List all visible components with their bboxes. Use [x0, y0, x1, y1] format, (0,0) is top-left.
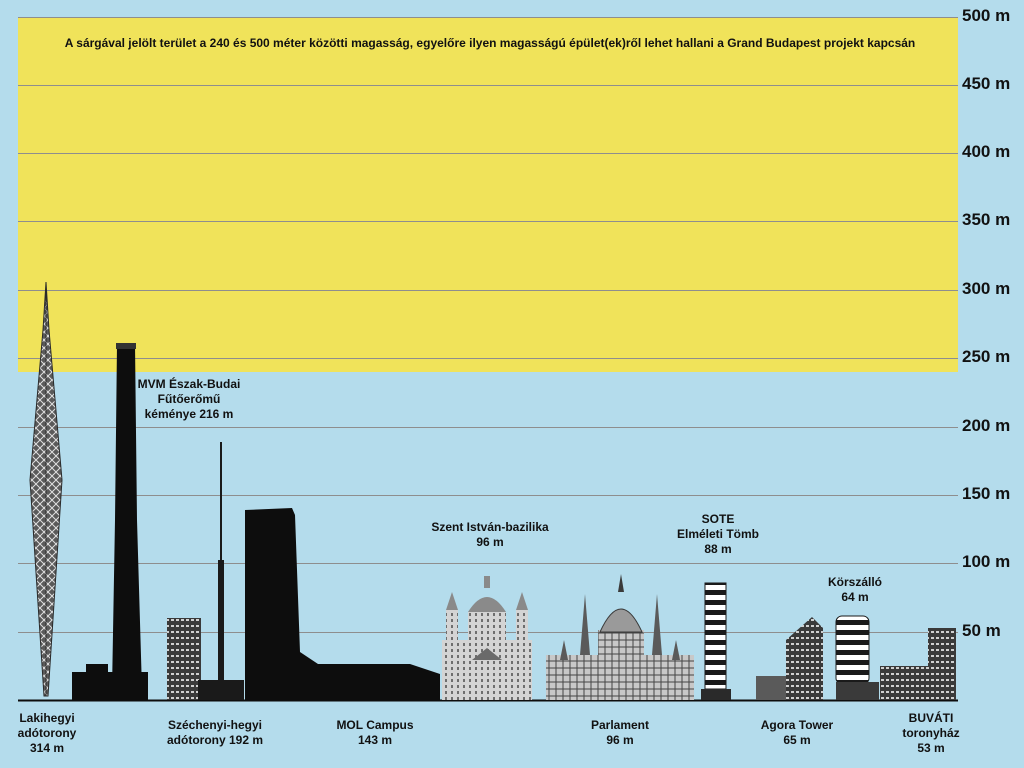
label-line: toronyház [902, 726, 960, 740]
label-basilica: Szent István-bazilika 96 m [425, 520, 555, 550]
label-line: Parlament [590, 718, 650, 732]
label-parliament: Parlament 96 m [575, 718, 665, 748]
label-line: 143 m [357, 733, 393, 747]
label-line: 53 m [917, 741, 945, 755]
mol-campus-silhouette [245, 508, 440, 700]
zone-note: A sárgával jelölt terület a 240 és 500 m… [64, 36, 916, 50]
label-line: Fűtőerőmű [157, 392, 221, 406]
label-line: 64 m [841, 590, 869, 604]
label-line: 96 m [606, 733, 634, 747]
tick-label: 150 m [962, 484, 1011, 503]
label-line: adótorony 192 m [166, 733, 264, 747]
label-line: MVM Észak-Budai [137, 377, 241, 391]
label-line: Lakihegyi [19, 711, 75, 725]
label-lakihegyi: Lakihegyi adótorony 314 m [14, 711, 80, 756]
label-korszallo: Körszálló 64 m [810, 575, 900, 605]
korszallo-silhouette [835, 615, 879, 700]
tick-label: 250 m [962, 347, 1011, 366]
plant-block-silhouette [167, 618, 201, 700]
agora-tower-silhouette [756, 617, 823, 700]
tick-label: 50 m [962, 621, 1001, 640]
label-line: Körszálló [827, 575, 882, 589]
buvati-tower-silhouette [880, 628, 956, 700]
label-line: SOTE [701, 512, 735, 526]
sote-tower-silhouette [701, 582, 731, 700]
tick-label: 500 m [962, 6, 1011, 25]
lakihegyi-tower-silhouette [29, 281, 63, 697]
parliament-silhouette [546, 574, 694, 700]
label-mvm-chimney: MVM Észak-Budai Fűtőerőmű kéménye 216 m [134, 377, 244, 422]
label-line: Agora Tower [760, 718, 834, 732]
label-agora: Agora Tower 65 m [752, 718, 842, 748]
height-zone-240-500 [18, 17, 958, 372]
label-line: Szent István-bazilika [431, 520, 549, 534]
label-line: 65 m [783, 733, 811, 747]
label-line: 314 m [29, 741, 65, 755]
label-mol-campus: MOL Campus 143 m [330, 718, 420, 748]
label-line: Széchenyi-hegyi [167, 718, 263, 732]
tick-label: 450 m [962, 74, 1011, 93]
label-line: Elméleti Tömb [676, 527, 759, 541]
label-szechenyi: Széchenyi-hegyi adótorony 192 m [160, 718, 270, 748]
mvm-chimney-silhouette [72, 343, 148, 700]
tick-label: 100 m [962, 552, 1011, 571]
label-line: BUVÁTI [908, 711, 954, 725]
label-line: kéménye 216 m [144, 407, 234, 421]
label-buvati: BUVÁTI toronyház 53 m [893, 711, 969, 756]
szechenyi-tower-silhouette [198, 442, 244, 700]
tick-label: 400 m [962, 142, 1011, 161]
label-line: 88 m [704, 542, 732, 556]
tick-label: 300 m [962, 279, 1011, 298]
tick-label: 350 m [962, 210, 1011, 229]
label-line: 96 m [476, 535, 504, 549]
label-line: MOL Campus [336, 718, 414, 732]
label-line: adótorony [17, 726, 77, 740]
basilica-silhouette [442, 576, 532, 700]
label-sote: SOTE Elméleti Tömb 88 m [670, 512, 766, 557]
tick-label: 200 m [962, 416, 1011, 435]
